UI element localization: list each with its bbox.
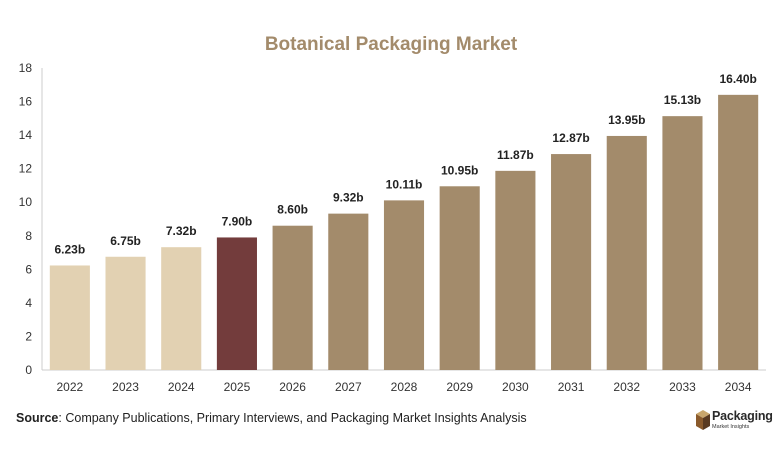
bar-2030 (495, 170, 536, 370)
y-tick-label: 14 (19, 128, 33, 142)
bar-2031 (551, 154, 592, 370)
source-label: Source (16, 411, 59, 425)
x-tick-label: 2031 (558, 380, 585, 394)
bar-2033 (662, 116, 703, 370)
value-label: 6.75b (110, 234, 141, 248)
bar-2023 (105, 256, 146, 370)
logo-tagline: Market Insights (712, 424, 750, 430)
value-label: 6.23b (55, 242, 86, 256)
value-label: 10.11b (386, 177, 423, 191)
value-label: 15.13b (664, 93, 701, 107)
value-label: 7.90b (222, 214, 253, 228)
y-tick-label: 6 (25, 262, 32, 276)
y-tick-label: 10 (19, 195, 33, 209)
y-tick-label: 18 (19, 61, 33, 75)
y-tick-label: 16 (19, 95, 33, 109)
x-tick-label: 2028 (391, 380, 418, 394)
value-label: 8.60b (277, 203, 308, 217)
value-label: 11.87b (497, 148, 534, 162)
x-tick-label: 2024 (168, 380, 195, 394)
bar-2026 (272, 225, 313, 370)
value-label: 16.40b (719, 72, 756, 86)
chart-title: Botanical Packaging Market (264, 34, 518, 55)
bar-chart: 0 2 4 6 8 10 12 14 16 18 2022 2023 2024 2025 2026 2027… (19, 61, 766, 394)
logo-name: Packaging (712, 409, 773, 423)
bar-2027 (328, 213, 369, 370)
y-tick-label: 12 (19, 162, 33, 176)
y-tick-label: 8 (25, 229, 32, 243)
bar-2025 (216, 237, 257, 370)
bar-2034 (718, 94, 759, 370)
bar-2022 (49, 265, 90, 370)
x-tick-label: 2026 (279, 380, 306, 394)
y-tick-label: 4 (25, 296, 32, 310)
bar-2029 (439, 186, 480, 370)
x-axis: 2022 2023 2024 2025 2026 2027 2028 2029 2030 2031… (42, 369, 766, 394)
y-tick-label: 2 (25, 329, 32, 343)
value-label: 9.32b (333, 191, 364, 205)
value-label: 13.95b (608, 113, 645, 127)
bar-2028 (383, 200, 425, 370)
x-tick-label: 2025 (224, 380, 251, 394)
bar-2032 (606, 135, 647, 370)
value-label: 10.95b (441, 163, 478, 177)
brand-logo: Packaging Market Insights (696, 408, 776, 438)
bars (49, 94, 759, 370)
x-tick-label: 2029 (446, 380, 473, 394)
x-tick-label: 2030 (502, 380, 529, 394)
x-tick-label: 2022 (56, 380, 83, 394)
x-tick-label: 2032 (613, 380, 640, 394)
source-note: Source: Company Publications, Primary In… (16, 411, 527, 425)
x-tick-label: 2033 (669, 380, 696, 394)
value-labels: 6.23b 6.75b 7.32b 7.90b 8.60b 9.32b 10.11b 10.9… (55, 72, 757, 257)
y-axis: 0 2 4 6 8 10 12 14 16 18 (19, 61, 43, 377)
x-tick-label: 2027 (335, 380, 362, 394)
value-label: 7.32b (166, 224, 197, 238)
x-tick-label: 2023 (112, 380, 139, 394)
y-tick-label: 0 (25, 363, 32, 377)
bar-2024 (161, 247, 202, 370)
value-label: 12.87b (552, 131, 589, 145)
x-tick-label: 2034 (725, 380, 752, 394)
source-text: : Company Publications, Primary Intervie… (58, 411, 527, 425)
box-icon (696, 410, 710, 430)
